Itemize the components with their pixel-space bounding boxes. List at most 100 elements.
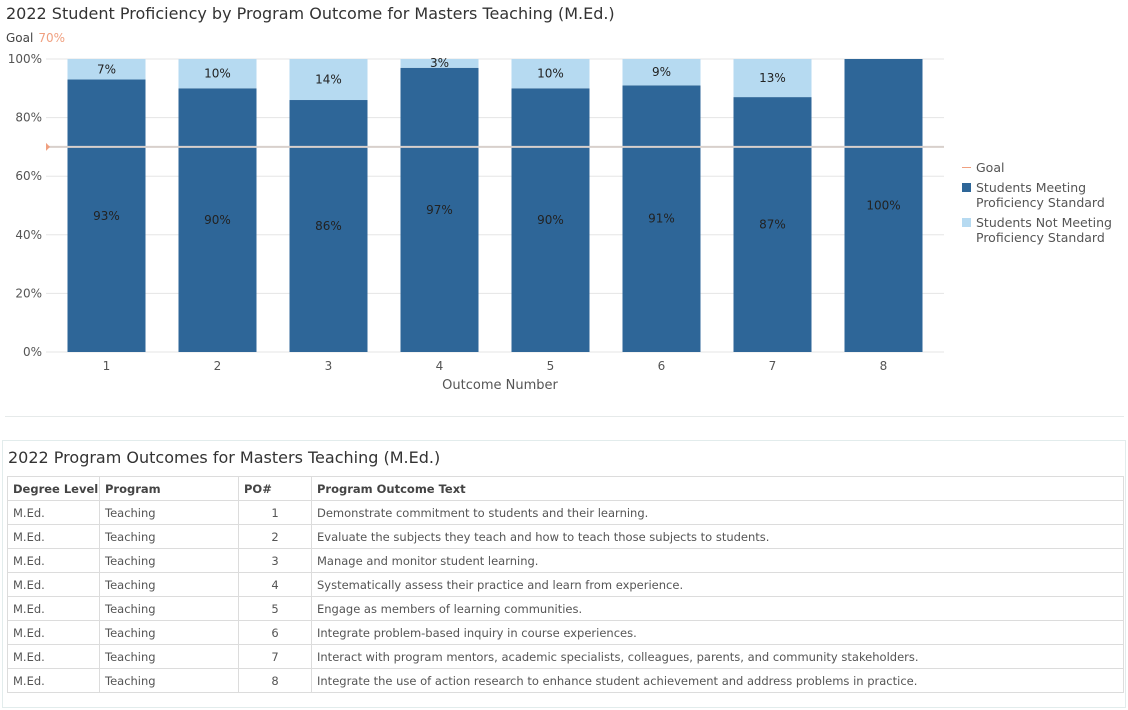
bar-meeting: [733, 97, 812, 352]
cell-degree-level: M.Ed.: [7, 500, 100, 525]
program-outcomes-table: Degree Level Program PO# Program Outcome…: [7, 476, 1124, 693]
bar-not-meeting: [289, 59, 368, 101]
cell-po-number: 3: [238, 548, 312, 573]
x-tick-label: 6: [658, 359, 666, 373]
chart-title: 2022 Student Proficiency by Program Outc…: [6, 4, 615, 23]
bar-meeting: [400, 67, 479, 352]
cell-outcome-text: Evaluate the subjects they teach and how…: [311, 524, 1124, 549]
cell-program: Teaching: [99, 548, 239, 573]
table-row: M.Ed. Teaching 1 Demonstrate commitment …: [7, 500, 1124, 525]
column-header-po-number[interactable]: PO#: [238, 476, 312, 501]
bar-not-meeting: [400, 59, 479, 68]
table-row: M.Ed. Teaching 6 Integrate problem-based…: [7, 620, 1124, 645]
x-tick-label: 3: [325, 359, 333, 373]
data-label-not-meeting: 9%: [652, 65, 671, 79]
x-tick-label: 1: [103, 359, 111, 373]
section-divider: [5, 416, 1124, 417]
data-label-meeting: 90%: [204, 213, 231, 227]
legend-item-not-meeting[interactable]: Students Not Meeting Proficiency Standar…: [962, 215, 1126, 245]
data-label-meeting: 100%: [866, 199, 900, 213]
cell-degree-level: M.Ed.: [7, 668, 100, 693]
table-row: M.Ed. Teaching 8 Integrate the use of ac…: [7, 668, 1124, 693]
legend-swatch-meeting: [962, 183, 971, 192]
cell-po-number: 5: [238, 596, 312, 621]
cell-po-number: 6: [238, 620, 312, 645]
bar-not-meeting: [67, 59, 146, 80]
cell-degree-level: M.Ed.: [7, 548, 100, 573]
y-tick-label: 60%: [15, 169, 42, 183]
cell-program: Teaching: [99, 572, 239, 597]
cell-outcome-text: Demonstrate commitment to students and t…: [311, 500, 1124, 525]
y-tick-label: 80%: [15, 111, 42, 125]
table-row: M.Ed. Teaching 4 Systematically assess t…: [7, 572, 1124, 597]
cell-program: Teaching: [99, 596, 239, 621]
goal-indicator: Goal 70%: [6, 31, 65, 45]
table-row: M.Ed. Teaching 5 Engage as members of le…: [7, 596, 1124, 621]
legend-item-goal[interactable]: Goal: [962, 160, 1126, 175]
cell-outcome-text: Engage as members of learning communitie…: [311, 596, 1124, 621]
x-tick-label: 2: [214, 359, 222, 373]
data-label-not-meeting: 13%: [759, 71, 786, 85]
goal-label: Goal: [6, 31, 34, 45]
chart-legend: Goal Students Meeting Proficiency Standa…: [962, 160, 1126, 250]
cell-outcome-text: Integrate the use of action research to …: [311, 668, 1124, 693]
data-label-meeting: 86%: [315, 219, 342, 233]
cell-program: Teaching: [99, 620, 239, 645]
bar-meeting: [622, 85, 701, 352]
table-row: M.Ed. Teaching 2 Evaluate the subjects t…: [7, 524, 1124, 549]
x-axis-title: Outcome Number: [442, 378, 558, 393]
data-label-meeting: 87%: [759, 218, 786, 232]
cell-po-number: 8: [238, 668, 312, 693]
cell-program: Teaching: [99, 668, 239, 693]
x-tick-label: 7: [769, 359, 777, 373]
x-tick-label: 8: [880, 359, 888, 373]
cell-degree-level: M.Ed.: [7, 620, 100, 645]
data-label-not-meeting: 10%: [204, 67, 231, 81]
column-header-program[interactable]: Program: [99, 476, 239, 501]
data-label-not-meeting: 10%: [537, 67, 564, 81]
x-tick-label: 5: [547, 359, 555, 373]
table-row: M.Ed. Teaching 7 Interact with program m…: [7, 644, 1124, 669]
data-label-meeting: 90%: [537, 213, 564, 227]
cell-outcome-text: Systematically assess their practice and…: [311, 572, 1124, 597]
x-tick-label: 4: [436, 359, 444, 373]
cell-degree-level: M.Ed.: [7, 644, 100, 669]
table-row: M.Ed. Teaching 3 Manage and monitor stud…: [7, 548, 1124, 573]
cell-degree-level: M.Ed.: [7, 572, 100, 597]
data-label-not-meeting: 7%: [97, 62, 116, 76]
goal-marker: [46, 142, 50, 151]
data-label-not-meeting: 3%: [430, 56, 449, 70]
bar-meeting: [511, 88, 590, 353]
y-tick-label: 40%: [15, 228, 42, 242]
bar-meeting: [67, 79, 146, 352]
goal-line-symbol: [962, 167, 971, 168]
bar-meeting: [289, 100, 368, 352]
legend-item-meeting[interactable]: Students Meeting Proficiency Standard: [962, 180, 1126, 210]
data-label-not-meeting: 14%: [315, 73, 342, 87]
cell-outcome-text: Interact with program mentors, academic …: [311, 644, 1124, 669]
legend-label-not-meeting: Students Not Meeting Proficiency Standar…: [976, 215, 1112, 245]
bar-not-meeting: [733, 59, 812, 98]
cell-outcome-text: Integrate problem-based inquiry in cours…: [311, 620, 1124, 645]
bar-meeting: [844, 59, 923, 352]
cell-po-number: 4: [238, 572, 312, 597]
column-header-outcome-text[interactable]: Program Outcome Text: [311, 476, 1124, 501]
data-label-meeting: 93%: [93, 209, 120, 223]
legend-label-meeting: Students Meeting Proficiency Standard: [976, 180, 1105, 210]
table-title: 2022 Program Outcomes for Masters Teachi…: [8, 448, 441, 467]
bar-not-meeting: [622, 59, 701, 86]
cell-po-number: 2: [238, 524, 312, 549]
program-outcomes-panel: 2022 Program Outcomes for Masters Teachi…: [2, 440, 1126, 708]
legend-label-goal: Goal: [976, 160, 1005, 175]
data-label-meeting: 97%: [426, 203, 453, 217]
legend-swatch-not-meeting: [962, 218, 971, 227]
bar-meeting: [178, 88, 257, 353]
cell-program: Teaching: [99, 644, 239, 669]
cell-program: Teaching: [99, 500, 239, 525]
goal-value: 70%: [38, 31, 65, 45]
cell-po-number: 7: [238, 644, 312, 669]
column-header-degree-level[interactable]: Degree Level: [7, 476, 100, 501]
bar-not-meeting: [511, 59, 590, 89]
y-tick-label: 0%: [23, 345, 42, 359]
data-label-meeting: 91%: [648, 212, 675, 226]
